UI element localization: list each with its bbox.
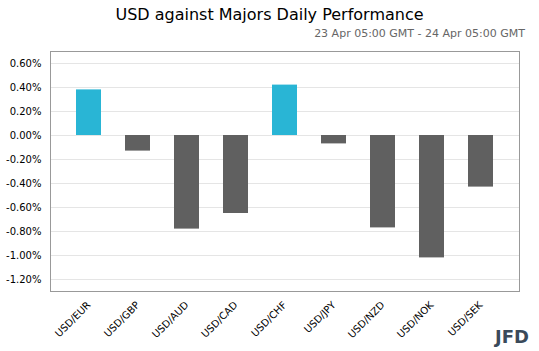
svg-text:0.60%: 0.60% <box>10 58 42 69</box>
svg-text:-0.40%: -0.40% <box>6 178 41 189</box>
svg-text:-0.60%: -0.60% <box>6 202 41 213</box>
svg-text:-1.00%: -1.00% <box>6 250 41 261</box>
svg-text:USD/SEK: USD/SEK <box>446 299 485 338</box>
svg-text:USD/CHF: USD/CHF <box>249 299 289 339</box>
svg-text:USD/NZD: USD/NZD <box>346 299 387 340</box>
svg-text:USD/CAD: USD/CAD <box>199 299 240 340</box>
svg-text:USD/AUD: USD/AUD <box>150 299 191 340</box>
svg-text:USD/EUR: USD/EUR <box>53 299 93 339</box>
svg-text:0.00%: 0.00% <box>10 130 42 141</box>
svg-text:0.40%: 0.40% <box>10 82 42 93</box>
svg-text:USD/NOK: USD/NOK <box>395 299 436 340</box>
svg-text:USD/JPY: USD/JPY <box>302 299 338 335</box>
html-text:JFD: JFD <box>495 326 529 347</box>
html-text:USD against Majors Daily Perfo: USD against Majors Daily Performance <box>115 5 424 24</box>
svg-text:-1.20%: -1.20% <box>6 274 41 285</box>
html-text:23 Apr 05:00 GMT - 24 Apr 05:0: 23 Apr 05:00 GMT - 24 Apr 05:00 GMT <box>314 27 525 40</box>
svg-text:-0.80%: -0.80% <box>6 226 41 237</box>
svg-text:0.20%: 0.20% <box>10 106 42 117</box>
svg-text:USD/GBP: USD/GBP <box>102 299 142 339</box>
svg-text:-0.20%: -0.20% <box>6 154 41 165</box>
